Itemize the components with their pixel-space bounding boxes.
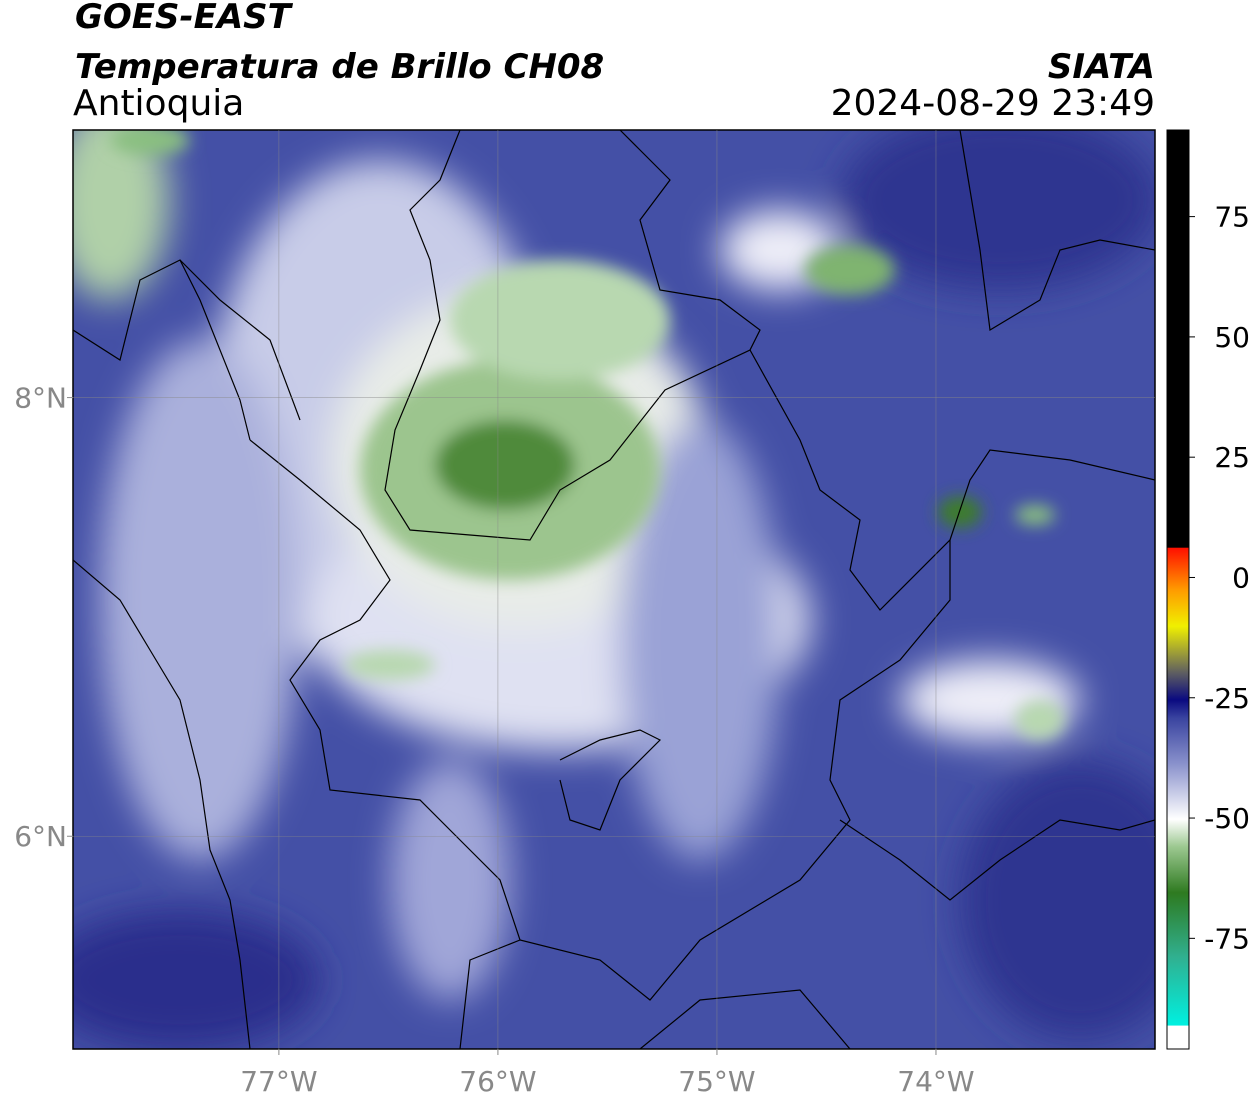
x-tick-label: 77°W — [240, 1065, 317, 1098]
colorbar-tick-label: 25 — [1214, 441, 1250, 474]
colorbar-tick-label: 75 — [1214, 201, 1250, 234]
colorbar-tick-label: 50 — [1214, 321, 1250, 354]
map-frame — [72, 129, 1156, 1050]
y-tick-label: 6°N — [14, 820, 67, 853]
y-tick-label: 8°N — [14, 382, 67, 415]
colorbar-tick-label: -50 — [1204, 802, 1250, 835]
datetime: 2024-08-29 23:49 — [831, 83, 1155, 124]
colorbar-tick-label: -25 — [1204, 682, 1250, 715]
x-tick-label: 75°W — [678, 1065, 755, 1098]
x-tick-label: 76°W — [459, 1065, 536, 1098]
x-tick-label: 74°W — [897, 1065, 974, 1098]
product-title: Temperatura de Brillo CH08 — [75, 47, 604, 87]
satellite-title: GOES-EAST — [75, 0, 294, 37]
agency: SIATA — [1048, 47, 1155, 87]
colorbar — [1166, 129, 1190, 1050]
satellite-image — [73, 130, 1155, 1049]
colorbar-tick-label: 0 — [1232, 561, 1250, 594]
region: Antioquia — [73, 83, 244, 124]
colorbar-tick-label: -75 — [1204, 922, 1250, 955]
